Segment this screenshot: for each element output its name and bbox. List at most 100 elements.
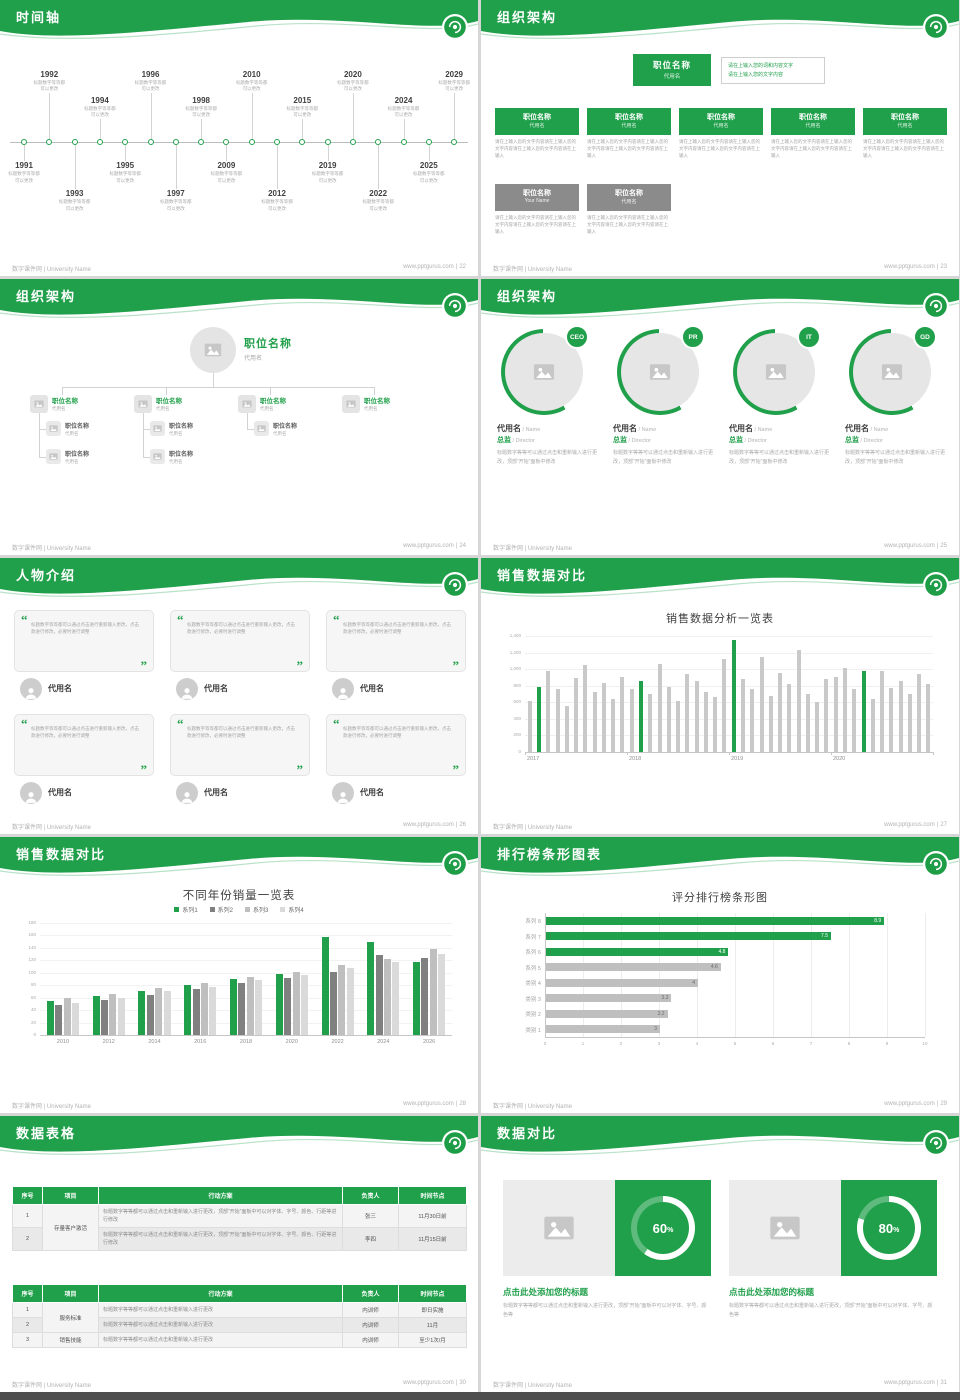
bar <box>163 991 171 1035</box>
x-tick-label: 2024 <box>377 1039 390 1045</box>
y-tick-label: 0 <box>33 1032 36 1037</box>
footer-site: www.pptgurus.com <box>403 1380 454 1386</box>
member-name-row: 代用名 / Name <box>845 423 888 434</box>
table-cell: 李四 <box>342 1227 399 1251</box>
x-tick <box>729 752 730 755</box>
bar <box>796 650 801 752</box>
bar <box>321 936 329 1035</box>
member-role-row: 总监 / Director <box>497 435 535 445</box>
legend-item: 系列4 <box>280 905 304 914</box>
alias: 代用名 <box>364 406 378 411</box>
person-name: 代用名 <box>204 788 228 797</box>
slide-footer: 数字课件网 | University Name www.pptgurus.com… <box>12 543 466 552</box>
bar <box>666 687 671 752</box>
slide-org-boxes[interactable]: 组织架构 职位名称 代用名 请在上输入您的词和内容文字 请在上输入您的文字内容 职位名称… <box>481 0 959 276</box>
connector-line <box>247 413 248 429</box>
timeline-connector <box>175 145 177 189</box>
org-root-note: 请在上输入您的词和内容文字 请在上输入您的文字内容 <box>721 57 825 84</box>
org-subnode-label: 职位名称 代用名 <box>65 421 89 437</box>
header-wave <box>481 0 959 39</box>
brand-logo-icon <box>923 14 949 40</box>
slide-org-members[interactable]: 组织架构 CEO 代用名 / Name 总监 / Director 标题数字等等可以通… <box>481 279 959 555</box>
table-header-row: 序号 项目 行动方案 负责人 时间节点 <box>12 1186 467 1205</box>
bar <box>731 640 736 752</box>
slide-footer: 数字课件网 | University Name www.pptgurus.com… <box>493 264 947 273</box>
brand-logo-icon <box>923 851 949 877</box>
position-name: 职位名称 <box>523 114 551 121</box>
donut-ring: 80% <box>857 1196 921 1260</box>
org-note: 请在上输入您的文字内容请在上输入您的文字内容请在上输入您的文字内容请在上输入 <box>495 215 576 234</box>
timeline-connector <box>99 119 101 139</box>
category-label: 类别 3 <box>525 996 541 1003</box>
timeline-dot <box>147 139 154 145</box>
bar-value-label: 3.3 <box>661 995 669 1002</box>
org-box: 职位名称 代用名 <box>863 108 947 135</box>
position-name: 职位名称 <box>799 114 827 121</box>
connector-line <box>247 429 254 430</box>
connector-line <box>166 387 167 395</box>
table-cell: 内训师 <box>342 1302 399 1318</box>
footer-page: 25 <box>940 543 947 549</box>
timeline-dot <box>96 139 103 145</box>
timeline-entry: 2025 标题数字等等都 可以更改 <box>406 161 452 185</box>
image-placeholder-icon <box>346 399 356 409</box>
table-cell: 2 <box>12 1317 43 1333</box>
org-subnode-icon <box>150 421 165 436</box>
header-wave <box>481 837 959 876</box>
header-wave <box>481 558 959 597</box>
bar-value-label: 3.2 <box>657 1010 665 1017</box>
timeline-note-line: 标题数字等等都 <box>235 79 268 85</box>
slide-timeline[interactable]: 时间轴 1991 标题数字等等都 可以更改 1992 标题数字等等都 可以更改 1993 标题… <box>0 0 478 276</box>
alias: Your Name <box>524 198 550 204</box>
data-table: 序号 项目 行动方案 负责人 时间节点 1 服务标准 标题数字等等都可以通过点击和重新输入进行… <box>12 1284 467 1348</box>
bar <box>546 1009 668 1018</box>
org-box: 职位名称 代用名 <box>771 108 855 135</box>
position-name: 职位名称 <box>364 398 390 405</box>
legend: 系列1 系列2 系列3 系列4 <box>0 905 478 914</box>
y-tick-label: 200 <box>513 732 521 738</box>
timeline-entry: 2024 标题数字等等都 可以更改 <box>381 96 427 120</box>
timeline-entry: 2010 标题数字等等都 可以更改 <box>229 70 275 94</box>
gridline <box>525 735 933 737</box>
panel-heading: 点击此处添加您的标题 <box>503 1287 589 1297</box>
person-name: 代用名 <box>360 684 384 693</box>
avatar <box>176 782 198 804</box>
brand-logo-icon <box>923 1130 949 1156</box>
legend-swatch <box>209 907 215 912</box>
footer-site-page: www.pptgurus.com | 30 <box>403 1380 466 1389</box>
bar-value-label: 4.6 <box>710 964 718 971</box>
timeline-entry: 1992 标题数字等等都 可以更改 <box>26 70 72 94</box>
member-ring <box>617 329 703 415</box>
quote-close-icon: ” <box>452 762 460 777</box>
y-tick-label: 40 <box>30 1007 36 1013</box>
bar-value-label: 8.9 <box>874 917 882 924</box>
slide-org-tree[interactable]: 组织架构 职位名称 代用名 职位名称 代用名 职位名称 代用名 职位名称 代用名 职位名称 代用名… <box>0 279 478 555</box>
slide-people[interactable]: 人物介绍 “ ” 标题数字等等都可以通过点击进行重新输入更改，点击款进行修改，必要时… <box>0 558 478 834</box>
timeline-entry: 1994 标题数字等等都 可以更改 <box>77 96 123 120</box>
person-icon <box>180 686 194 700</box>
member-role: 总监 <box>497 437 511 444</box>
org-subnode-label: 职位名称 代用名 <box>65 449 89 465</box>
slide-sales-chart-1[interactable]: 销售数据对比 销售数据分析一览表 0 200 400 600 800 1,000 1,200 1… <box>481 558 959 834</box>
brand-logo-icon <box>442 293 468 319</box>
bar <box>926 684 931 752</box>
slide-compare[interactable]: 数据对比 60% 点击此处添加您的标题 标题数字等等都可以通过点击和重新输入进行更改… <box>481 1116 959 1392</box>
slide-footer: 数字课件网 | University Name www.pptgurus.com… <box>493 1101 947 1110</box>
x-tick-label: 2014 <box>148 1039 161 1045</box>
org-tree-body: 职位名称 代用名 职位名称 代用名 职位名称 代用名 职位名称 代用名 职位名称 代用名 职位名称代… <box>0 325 478 541</box>
slide-ranking-chart[interactable]: 排行榜条形图表 评分排行榜条形图 0 1 2 3 4 5 6 7 8 9 10 系列 8 8.9 系列 7 7… <box>481 837 959 1113</box>
timeline-connector <box>226 145 228 161</box>
timeline-note-line: 可以更改 <box>318 177 337 183</box>
slide-tables[interactable]: 数据表格 序号 项目 行动方案 负责人 时间节点 1 存量客户激活 标题数字等等都可以通过点击… <box>0 1116 478 1392</box>
y-tick-label: 1,400 <box>509 633 521 638</box>
slide-title: 数据对比 <box>497 1126 558 1141</box>
org-node-label: 职位名称 代用名 <box>260 395 286 412</box>
timeline-note-line: 可以更改 <box>40 86 59 92</box>
slide-footer: 数字课件网 | University Name www.pptgurus.com… <box>12 1101 466 1110</box>
quote-card: “ ” 标题数字等等都可以通过点击进行重新输入更改，点击款进行修改，必要时进行调整 <box>14 714 154 777</box>
slide-sales-chart-2[interactable]: 销售数据对比 不同年份销量一览表 系列1 系列2 系列3 系列4 0 20 40 60 80 100… <box>0 837 478 1113</box>
chart-title: 不同年份销量一览表 <box>182 890 296 902</box>
timeline-note-line: 标题数字等等都 <box>261 199 293 204</box>
gridline <box>40 972 452 974</box>
timeline-connector <box>251 93 253 139</box>
